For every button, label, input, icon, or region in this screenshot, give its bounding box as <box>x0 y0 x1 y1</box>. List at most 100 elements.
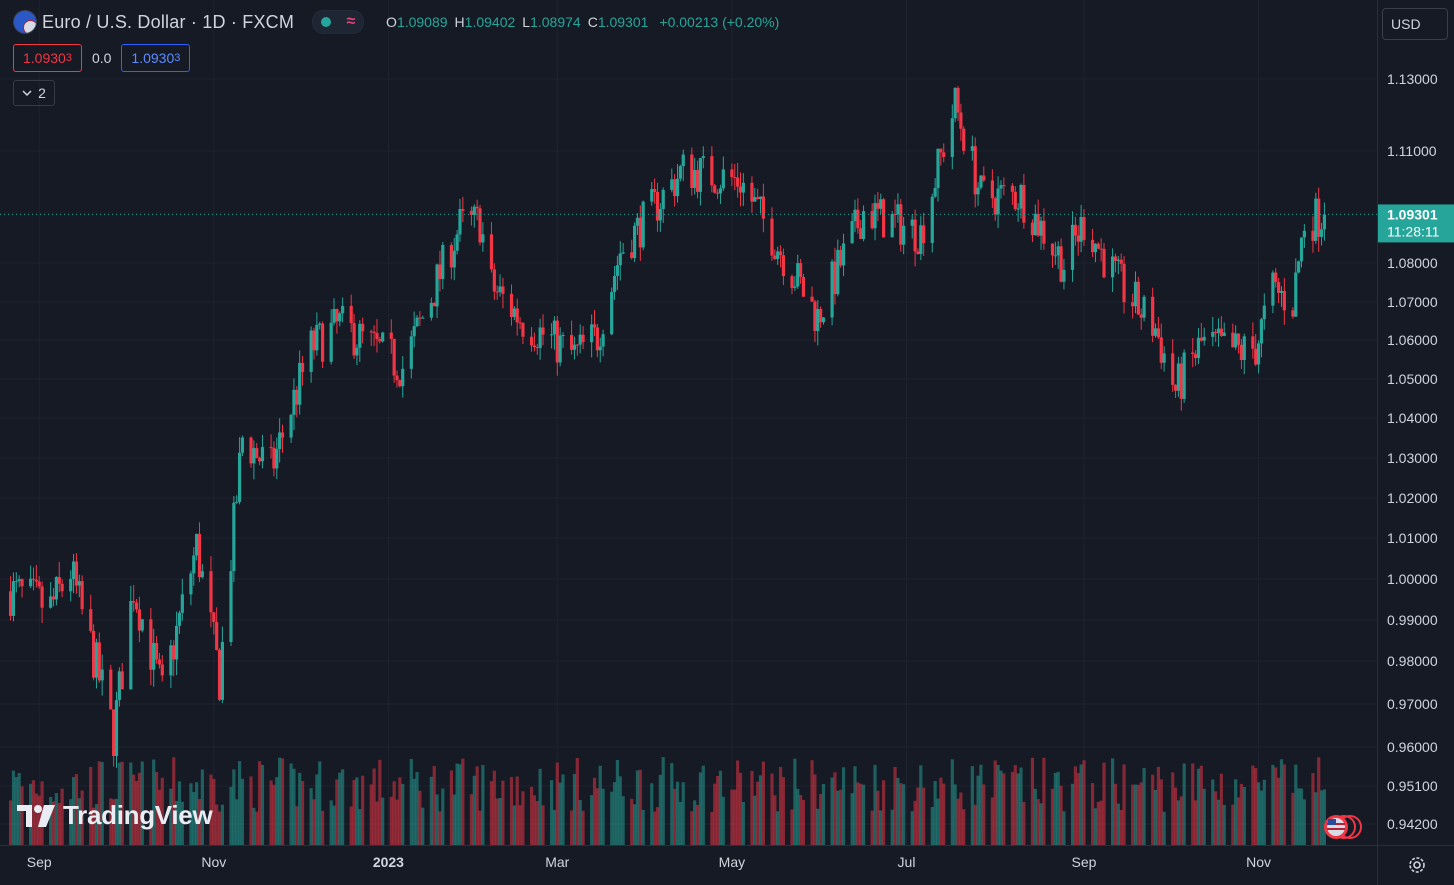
candle <box>114 691 119 768</box>
candle <box>1093 243 1098 263</box>
volume-bar <box>332 805 336 845</box>
price-axis[interactable]: 1.13000 1.11000 1.08000 1.07000 1.06000 1.050… <box>1377 0 1454 845</box>
bar-countdown-label: 11:28:11 <box>1387 223 1440 239</box>
sell-button[interactable]: 1.0930 3 <box>13 44 82 72</box>
candle <box>320 321 325 368</box>
candle <box>315 312 319 356</box>
candle <box>819 306 823 328</box>
volume-bar <box>819 794 823 845</box>
volume-bar <box>882 780 886 845</box>
candle <box>1082 209 1086 247</box>
candlestick-chart[interactable] <box>0 0 1377 845</box>
volume-bar <box>320 810 325 845</box>
volume-bar <box>1274 767 1278 845</box>
candle <box>235 495 239 504</box>
candle <box>675 164 680 203</box>
volume-bar <box>1291 792 1295 845</box>
collapse-indicators-button[interactable]: 2 <box>13 80 55 106</box>
volume-bar <box>1122 764 1126 845</box>
candle <box>97 632 101 683</box>
candle <box>973 137 977 208</box>
candle <box>756 188 760 200</box>
price-tick-label: 0.99000 <box>1387 612 1438 628</box>
volume-bar <box>1042 757 1046 845</box>
candle <box>1131 293 1135 319</box>
buy-price: 1.0930 <box>131 50 175 66</box>
candle <box>713 184 717 194</box>
volume-bar <box>558 782 562 845</box>
volume-bar <box>856 782 860 845</box>
candle <box>1319 222 1324 246</box>
settings-icon[interactable] <box>1406 854 1428 876</box>
candle <box>269 434 273 459</box>
volume-bar <box>773 795 777 845</box>
volume-bar <box>899 783 903 845</box>
volume-bar <box>601 788 605 845</box>
volume-bar <box>638 769 642 845</box>
candle <box>612 266 617 300</box>
candle <box>758 196 763 214</box>
candle <box>31 567 36 591</box>
volume-bar <box>578 799 582 845</box>
candle <box>1256 340 1261 374</box>
candle <box>8 576 13 621</box>
candle <box>1302 224 1306 249</box>
high-value: 1.09402 <box>464 14 516 30</box>
volume-bar <box>538 768 542 845</box>
candle <box>890 211 894 238</box>
candle <box>1151 287 1155 343</box>
volume-bar <box>329 800 333 845</box>
us-events-flag-icon[interactable] <box>1318 813 1366 841</box>
price-tick-label: 0.98000 <box>1387 653 1438 669</box>
candle <box>332 298 336 326</box>
volume-bar <box>876 790 880 845</box>
price-tick-label: 0.95100 <box>1387 778 1438 794</box>
candle <box>209 556 213 628</box>
volume-bar <box>375 801 379 845</box>
volume-bar <box>71 777 76 845</box>
volume-bar <box>635 770 640 845</box>
symbol-title[interactable]: Euro / U.S. Dollar · 1D · FXCM <box>42 11 295 32</box>
candles <box>8 86 1327 768</box>
time-axis[interactable]: Sep Nov 2023 Mar May Jul Sep Nov <box>0 845 1377 885</box>
candle <box>956 86 960 121</box>
tradingview-logo[interactable]: TradingView <box>17 800 213 831</box>
candle <box>733 163 737 191</box>
chart-pane[interactable] <box>0 0 1377 845</box>
volume-bar <box>180 801 184 845</box>
candle <box>180 578 184 621</box>
candle <box>532 332 536 352</box>
buy-button[interactable]: 1.0930 3 <box>121 44 191 72</box>
volume-bar <box>452 794 456 845</box>
volume-bar <box>953 784 957 845</box>
candle <box>1171 339 1175 392</box>
price-tick-label: 1.05000 <box>1387 371 1438 387</box>
candle <box>1090 228 1095 257</box>
volume-bar <box>1222 804 1226 845</box>
candle <box>492 263 496 300</box>
volume-bar <box>298 772 302 845</box>
candle <box>1322 202 1327 241</box>
volume-bar <box>1079 764 1083 845</box>
currency-button[interactable]: USD <box>1382 8 1448 40</box>
volume-bar <box>799 795 803 845</box>
volume-bar <box>1259 790 1264 845</box>
volume-bar <box>1036 799 1040 845</box>
time-axis-labels: Sep Nov 2023 Mar May Jul Sep Nov <box>27 854 1271 870</box>
volume-bar <box>999 770 1003 845</box>
candle <box>318 321 322 330</box>
candle <box>280 424 285 453</box>
time-tick-label: Sep <box>1072 854 1097 870</box>
candle <box>112 709 116 767</box>
candle <box>60 579 64 598</box>
price-tick-label: 1.03000 <box>1387 450 1438 466</box>
volume-bar <box>581 810 585 845</box>
candle <box>1133 271 1138 314</box>
candle <box>11 572 16 622</box>
candle <box>598 337 602 363</box>
volume-bar <box>1133 784 1138 845</box>
candle <box>1010 182 1015 205</box>
market-status-pill[interactable]: ≈ <box>312 10 365 34</box>
volume-bar <box>658 774 662 845</box>
